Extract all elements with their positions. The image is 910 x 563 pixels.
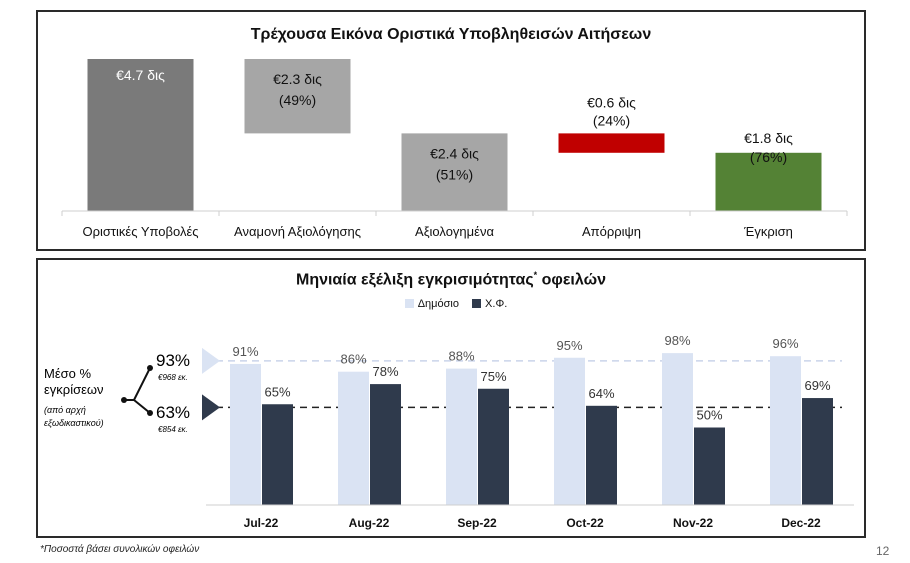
avg-label-line2: εγκρίσεων [44, 382, 104, 397]
waterfall-chart-title: Τρέχουσα Εικόνα Οριστικά Υποβληθεισών Αι… [250, 26, 652, 43]
public-bar-label: 98% [664, 333, 690, 348]
private-bar-label: 50% [696, 408, 722, 423]
private-bar-label: 65% [264, 384, 290, 399]
waterfall-pct-label: (51%) [436, 166, 473, 182]
waterfall-pct-label: (24%) [593, 112, 630, 128]
public-bar [338, 371, 369, 505]
month-label: Oct-22 [566, 516, 604, 530]
public-bar [770, 356, 801, 505]
public-bar [662, 353, 693, 505]
avg-public-pct: 93% [156, 351, 190, 370]
avg-bracket [124, 367, 151, 414]
waterfall-bar [715, 152, 822, 211]
monthly-chart-panel: Μηνιαία εξέλιξη εγκρισιμότητας* οφειλών … [36, 258, 866, 538]
monthly-chart-legend: Δημόσιο Χ.Φ. [38, 298, 864, 310]
page-number: 12 [876, 544, 890, 558]
waterfall-chart-svg: €4.7 δις Οριστικές Υποβολές €2.3 δις (49%) Α… [61, 59, 848, 239]
waterfall-bar [87, 59, 194, 211]
waterfall-value-label: €2.4 δις [430, 145, 479, 161]
private-bar-label: 64% [588, 386, 614, 401]
footnote: *Ποσοστά βάσει συνολικών οφειλών [40, 544, 200, 555]
waterfall-category-label: Αξιολογημένα [415, 224, 494, 239]
month-label: Aug-22 [349, 516, 390, 530]
public-bar [446, 368, 477, 505]
private-bar-label: 69% [804, 378, 830, 393]
monthly-title-text: Μηνιαία εξέλιξη εγκρισιμότητας [295, 271, 534, 289]
private-bar [694, 427, 725, 505]
private-bar [802, 398, 833, 505]
waterfall-value-label: €2.3 δις [273, 71, 322, 87]
waterfall-value-label: €1.8 δις [744, 130, 793, 146]
waterfall-bar [558, 133, 665, 153]
monthly-title-suffix: οφειλών [537, 271, 606, 289]
public-bar-label: 96% [772, 336, 798, 351]
public-bar-label: 88% [448, 349, 474, 364]
month-label: Sep-22 [457, 516, 497, 530]
waterfall-category-label: Αναμονή Αξιολόγησης [234, 224, 361, 239]
waterfall-bar [401, 133, 508, 211]
waterfall-value-label: €4.7 δις [116, 67, 165, 83]
waterfall-chart-panel: Τρέχουσα Εικόνα Οριστικά Υποβληθεισών Αι… [36, 10, 866, 251]
public-average-marker [202, 347, 220, 374]
avg-label-line1: Μέσο % [44, 366, 91, 381]
monthly-title-sup: * [533, 270, 538, 280]
avg-label-note1: (από αρχή [44, 405, 86, 415]
public-bar-label: 95% [556, 338, 582, 353]
legend-label-public: Δημόσιο [417, 298, 459, 310]
private-bar-label: 75% [480, 369, 506, 384]
month-label: Jul-22 [244, 516, 279, 530]
public-bar [554, 357, 585, 505]
public-bar [230, 363, 261, 505]
avg-private-pct: 63% [156, 403, 190, 422]
avg-public-amount: €968 εκ. [158, 373, 188, 382]
month-label: Dec-22 [781, 516, 821, 530]
avg-bracket-dot-top [147, 365, 153, 371]
avg-bracket-dot-bottom [147, 410, 153, 416]
waterfall-bar [244, 59, 351, 134]
waterfall-category-label: Απόρριψη [582, 224, 641, 239]
waterfall-pct-label: (49%) [279, 92, 316, 108]
private-bar-label: 78% [372, 364, 398, 379]
waterfall-category-label: Έγκριση [743, 224, 793, 239]
monthly-chart-svg: Μέσο % εγκρίσεων (από αρχή εξωδικαστικού… [44, 333, 854, 530]
private-bar [262, 404, 293, 505]
private-bar [370, 384, 401, 505]
waterfall-category-label: Οριστικές Υποβολές [82, 224, 198, 239]
legend-swatch-public [404, 299, 414, 308]
avg-private-amount: €854 εκ. [158, 425, 188, 434]
waterfall-pct-label: (76%) [750, 149, 787, 165]
private-bar [478, 388, 509, 505]
month-label: Nov-22 [673, 516, 713, 530]
private-average-marker [202, 394, 220, 421]
avg-bracket-dot [121, 397, 127, 403]
avg-label-note2: εξωδικαστικού) [44, 418, 104, 428]
monthly-chart-title: Μηνιαία εξέλιξη εγκρισιμότητας* οφειλών [38, 270, 864, 289]
waterfall-value-label: €0.6 δις [587, 94, 636, 110]
private-bar [586, 405, 617, 505]
legend-label-private: Χ.Φ. [485, 298, 508, 310]
public-bar-label: 91% [232, 344, 258, 359]
public-bar-label: 86% [340, 352, 366, 367]
legend-swatch-private [472, 299, 482, 308]
